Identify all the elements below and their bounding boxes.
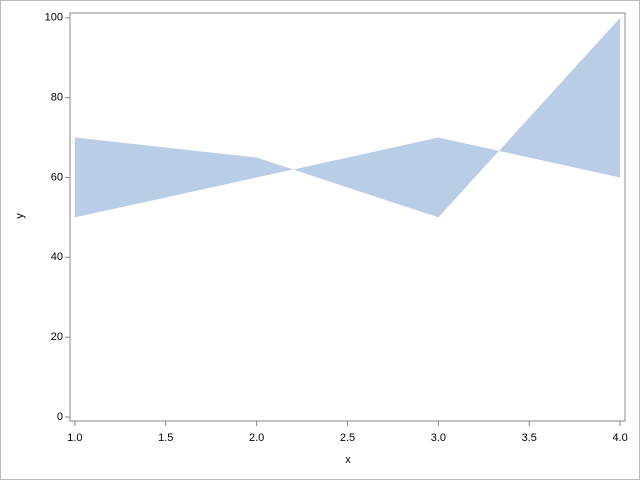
- y-axis-label: y: [14, 213, 26, 219]
- band-area: [74, 17, 621, 218]
- x-tick-label: 4.0: [612, 432, 627, 444]
- y-tick-label: 80: [51, 92, 63, 104]
- y-tick-label: 60: [51, 171, 63, 183]
- y-tick-label: 40: [51, 251, 63, 263]
- x-tick-label: 3.0: [431, 432, 446, 444]
- x-tick-label: 1.5: [158, 432, 173, 444]
- x-tick-label: 2.0: [249, 432, 264, 444]
- x-tick-label: 3.5: [522, 432, 537, 444]
- y-tick-label: 0: [57, 411, 63, 423]
- x-tick-label: 2.5: [340, 432, 355, 444]
- x-axis-label: x: [345, 454, 351, 466]
- y-tick-label: 20: [51, 331, 63, 343]
- y-tick-label: 100: [45, 12, 63, 24]
- x-tick-label: 1.0: [67, 432, 82, 444]
